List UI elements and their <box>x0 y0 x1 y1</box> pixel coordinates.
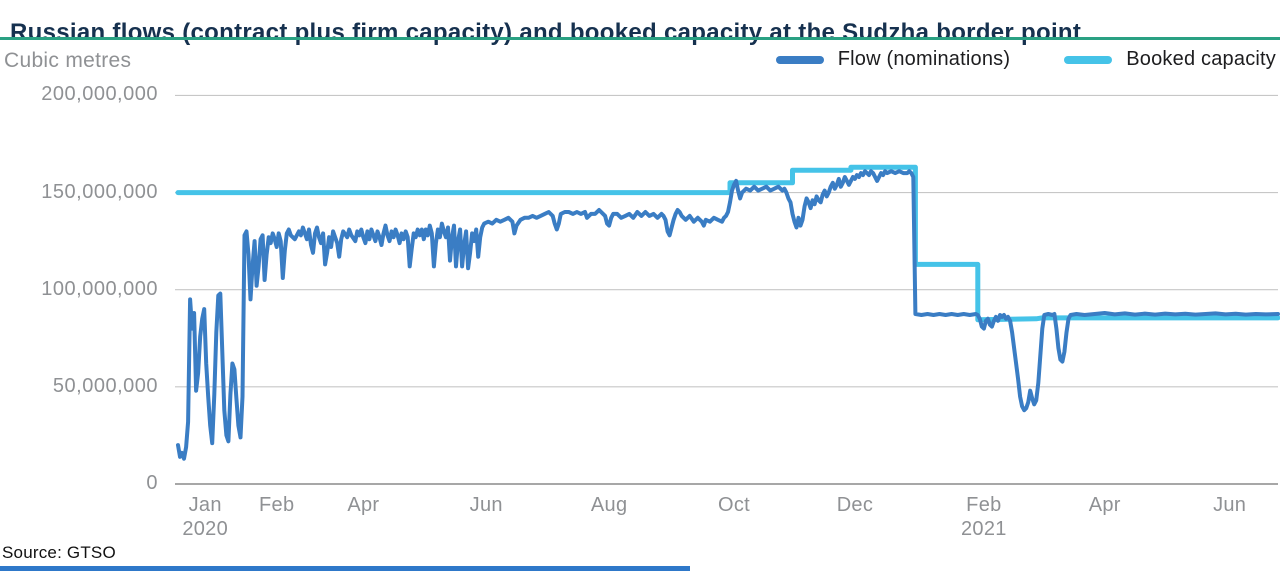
booked-capacity-line <box>175 164 1280 323</box>
y-tick-label: 0 <box>146 472 158 494</box>
x-tick-label: Feb <box>259 494 295 516</box>
title-divider-rule <box>0 37 1280 40</box>
x-tick-label: Feb <box>966 494 1002 516</box>
flow-nominations-line <box>176 169 1280 461</box>
x-tick-label: Dec <box>836 494 874 516</box>
x-tick-label: Jun <box>469 494 503 516</box>
y-tick-label: 200,000,000 <box>41 83 158 106</box>
x-tick-year-label: 2020 <box>182 518 229 540</box>
x-tick-label: Jun <box>1213 494 1247 516</box>
x-tick-label: Jan <box>188 494 222 516</box>
page-title: Russian flows (contract plus firm capaci… <box>10 19 1082 47</box>
chart-legend: Flow (nominations) Booked capacity <box>775 48 1276 71</box>
y-tick-label: 150,000,000 <box>41 180 158 203</box>
bottom-accent-bar <box>0 566 690 571</box>
booked-series-legend-label: Booked capacity <box>1126 48 1276 70</box>
booked-series-swatch-icon <box>1064 55 1113 64</box>
x-tick-year-label: 2021 <box>961 518 1007 540</box>
x-tick-label: Apr <box>1088 494 1121 516</box>
x-tick-label: Aug <box>590 494 628 516</box>
x-tick-label: Apr <box>347 494 380 516</box>
flow-series-legend-label: Flow (nominations) <box>837 48 1011 70</box>
flow-series-swatch-icon <box>775 55 824 64</box>
source-note: Source: GTSO <box>2 543 116 562</box>
y-tick-label: 50,000,000 <box>52 374 158 397</box>
y-axis-unit-label: Cubic metres <box>4 49 132 72</box>
x-tick-label: Oct <box>718 494 751 516</box>
y-tick-label: 100,000,000 <box>41 277 158 300</box>
